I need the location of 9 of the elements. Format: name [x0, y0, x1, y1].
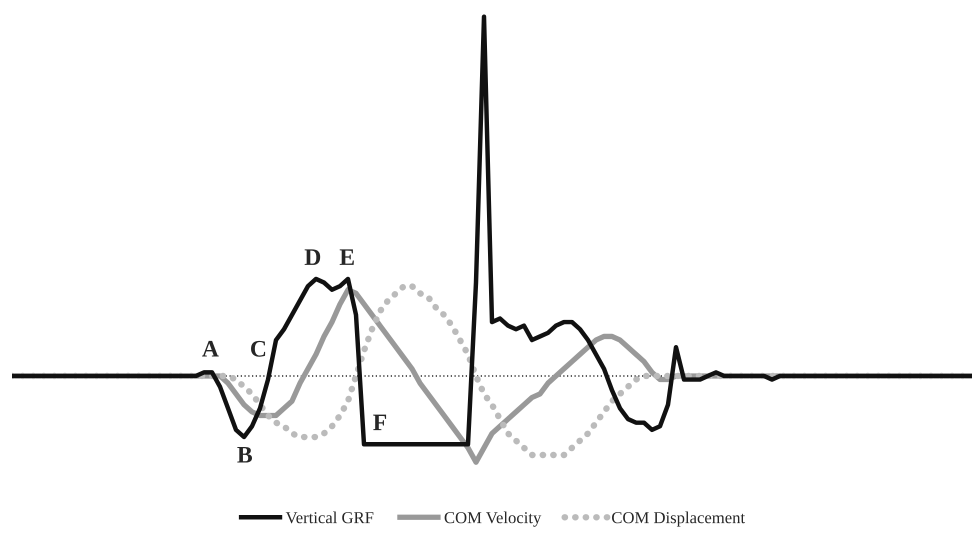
annotation: E	[340, 249, 354, 265]
annotation: A	[202, 340, 219, 356]
legend-label: COM Displacement	[612, 512, 746, 527]
annotation: B	[237, 447, 252, 463]
legend-label: Vertical GRF	[286, 512, 374, 524]
annotation: F	[373, 414, 386, 430]
annotation: C	[251, 340, 266, 357]
annotation: D	[304, 249, 320, 265]
legend-label: COM Velocity	[444, 512, 542, 527]
